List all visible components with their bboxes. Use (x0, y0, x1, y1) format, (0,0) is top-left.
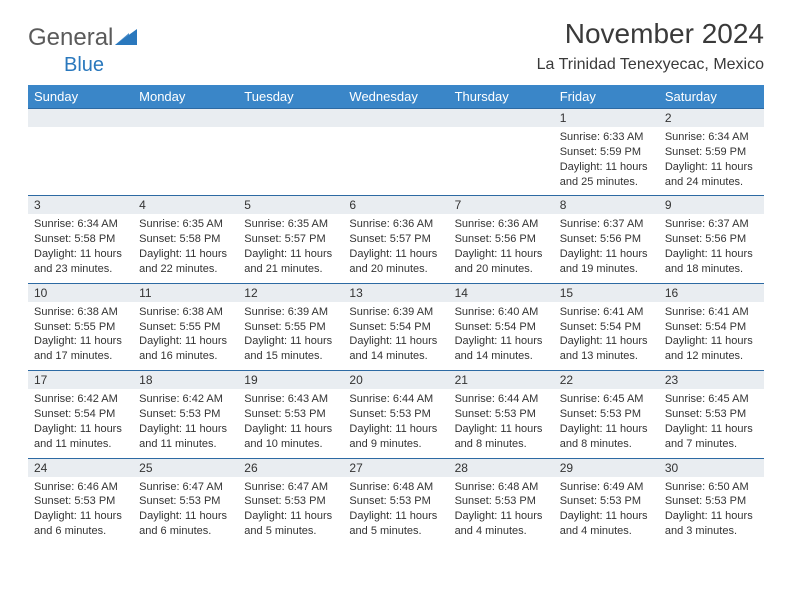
day-info-cell: Sunrise: 6:37 AMSunset: 5:56 PMDaylight:… (659, 214, 764, 283)
day-number-cell (343, 109, 448, 128)
day-info-cell: Sunrise: 6:33 AMSunset: 5:59 PMDaylight:… (554, 127, 659, 196)
day-number-cell: 10 (28, 283, 133, 302)
day-info-cell: Sunrise: 6:38 AMSunset: 5:55 PMDaylight:… (28, 302, 133, 371)
weekday-friday: Friday (554, 85, 659, 109)
day-info-cell: Sunrise: 6:35 AMSunset: 5:57 PMDaylight:… (238, 214, 343, 283)
day-info-cell: Sunrise: 6:43 AMSunset: 5:53 PMDaylight:… (238, 389, 343, 458)
day-number-cell (449, 109, 554, 128)
day-info-row: Sunrise: 6:34 AMSunset: 5:58 PMDaylight:… (28, 214, 764, 283)
day-number-row: 24252627282930 (28, 458, 764, 477)
location-label: La Trinidad Tenexyecac, Mexico (537, 56, 764, 74)
day-info-cell: Sunrise: 6:35 AMSunset: 5:58 PMDaylight:… (133, 214, 238, 283)
page-title: November 2024 (537, 18, 764, 50)
day-number-cell: 14 (449, 283, 554, 302)
day-info-cell: Sunrise: 6:50 AMSunset: 5:53 PMDaylight:… (659, 477, 764, 545)
day-number-cell: 17 (28, 371, 133, 390)
day-info-cell: Sunrise: 6:37 AMSunset: 5:56 PMDaylight:… (554, 214, 659, 283)
day-number-cell: 13 (343, 283, 448, 302)
day-number-cell (238, 109, 343, 128)
day-info-row: Sunrise: 6:38 AMSunset: 5:55 PMDaylight:… (28, 302, 764, 371)
day-info-cell: Sunrise: 6:45 AMSunset: 5:53 PMDaylight:… (659, 389, 764, 458)
calendar-table: Sunday Monday Tuesday Wednesday Thursday… (28, 85, 764, 545)
day-info-cell: Sunrise: 6:47 AMSunset: 5:53 PMDaylight:… (238, 477, 343, 545)
day-number-cell: 15 (554, 283, 659, 302)
day-info-row: Sunrise: 6:46 AMSunset: 5:53 PMDaylight:… (28, 477, 764, 545)
day-number-cell: 8 (554, 196, 659, 215)
day-number-cell: 24 (28, 458, 133, 477)
day-info-cell: Sunrise: 6:40 AMSunset: 5:54 PMDaylight:… (449, 302, 554, 371)
day-number-cell: 29 (554, 458, 659, 477)
day-number-cell: 7 (449, 196, 554, 215)
day-info-row: Sunrise: 6:42 AMSunset: 5:54 PMDaylight:… (28, 389, 764, 458)
day-number-cell: 21 (449, 371, 554, 390)
day-info-cell: Sunrise: 6:42 AMSunset: 5:53 PMDaylight:… (133, 389, 238, 458)
day-info-cell: Sunrise: 6:44 AMSunset: 5:53 PMDaylight:… (449, 389, 554, 458)
day-info-cell (133, 127, 238, 196)
day-number-cell: 12 (238, 283, 343, 302)
day-info-cell: Sunrise: 6:39 AMSunset: 5:55 PMDaylight:… (238, 302, 343, 371)
day-number-cell: 25 (133, 458, 238, 477)
day-info-cell: Sunrise: 6:47 AMSunset: 5:53 PMDaylight:… (133, 477, 238, 545)
weekday-saturday: Saturday (659, 85, 764, 109)
day-info-cell: Sunrise: 6:45 AMSunset: 5:53 PMDaylight:… (554, 389, 659, 458)
day-number-cell: 27 (343, 458, 448, 477)
day-number-cell: 6 (343, 196, 448, 215)
day-info-cell: Sunrise: 6:48 AMSunset: 5:53 PMDaylight:… (343, 477, 448, 545)
day-info-cell: Sunrise: 6:36 AMSunset: 5:57 PMDaylight:… (343, 214, 448, 283)
day-info-cell: Sunrise: 6:44 AMSunset: 5:53 PMDaylight:… (343, 389, 448, 458)
day-number-cell: 4 (133, 196, 238, 215)
day-number-cell: 5 (238, 196, 343, 215)
weekday-thursday: Thursday (449, 85, 554, 109)
day-number-row: 17181920212223 (28, 371, 764, 390)
day-number-cell: 28 (449, 458, 554, 477)
day-info-cell (28, 127, 133, 196)
day-number-row: 10111213141516 (28, 283, 764, 302)
day-number-cell: 23 (659, 371, 764, 390)
day-info-cell: Sunrise: 6:49 AMSunset: 5:53 PMDaylight:… (554, 477, 659, 545)
day-number-row: 12 (28, 109, 764, 128)
day-info-row: Sunrise: 6:33 AMSunset: 5:59 PMDaylight:… (28, 127, 764, 196)
day-number-cell (133, 109, 238, 128)
weekday-monday: Monday (133, 85, 238, 109)
day-number-cell (28, 109, 133, 128)
day-info-cell: Sunrise: 6:48 AMSunset: 5:53 PMDaylight:… (449, 477, 554, 545)
day-info-cell: Sunrise: 6:42 AMSunset: 5:54 PMDaylight:… (28, 389, 133, 458)
day-info-cell: Sunrise: 6:38 AMSunset: 5:55 PMDaylight:… (133, 302, 238, 371)
day-info-cell: Sunrise: 6:34 AMSunset: 5:59 PMDaylight:… (659, 127, 764, 196)
day-number-cell: 1 (554, 109, 659, 128)
day-number-cell: 3 (28, 196, 133, 215)
logo-triangle-icon (115, 24, 137, 52)
day-info-cell: Sunrise: 6:39 AMSunset: 5:54 PMDaylight:… (343, 302, 448, 371)
day-number-cell: 16 (659, 283, 764, 302)
day-number-cell: 22 (554, 371, 659, 390)
day-info-cell (449, 127, 554, 196)
weekday-wednesday: Wednesday (343, 85, 448, 109)
logo: General (28, 24, 139, 52)
weekday-tuesday: Tuesday (238, 85, 343, 109)
day-info-cell: Sunrise: 6:41 AMSunset: 5:54 PMDaylight:… (554, 302, 659, 371)
day-number-row: 3456789 (28, 196, 764, 215)
day-info-cell: Sunrise: 6:36 AMSunset: 5:56 PMDaylight:… (449, 214, 554, 283)
logo-text-2: Blue (64, 54, 104, 77)
day-number-cell: 9 (659, 196, 764, 215)
day-number-cell: 19 (238, 371, 343, 390)
day-info-cell: Sunrise: 6:41 AMSunset: 5:54 PMDaylight:… (659, 302, 764, 371)
day-number-cell: 30 (659, 458, 764, 477)
day-info-cell (343, 127, 448, 196)
day-number-cell: 26 (238, 458, 343, 477)
weekday-header-row: Sunday Monday Tuesday Wednesday Thursday… (28, 85, 764, 109)
day-info-cell: Sunrise: 6:46 AMSunset: 5:53 PMDaylight:… (28, 477, 133, 545)
weekday-sunday: Sunday (28, 85, 133, 109)
day-number-cell: 11 (133, 283, 238, 302)
day-info-cell (238, 127, 343, 196)
logo-text-1: General (28, 24, 113, 52)
day-number-cell: 2 (659, 109, 764, 128)
day-number-cell: 20 (343, 371, 448, 390)
day-number-cell: 18 (133, 371, 238, 390)
day-info-cell: Sunrise: 6:34 AMSunset: 5:58 PMDaylight:… (28, 214, 133, 283)
